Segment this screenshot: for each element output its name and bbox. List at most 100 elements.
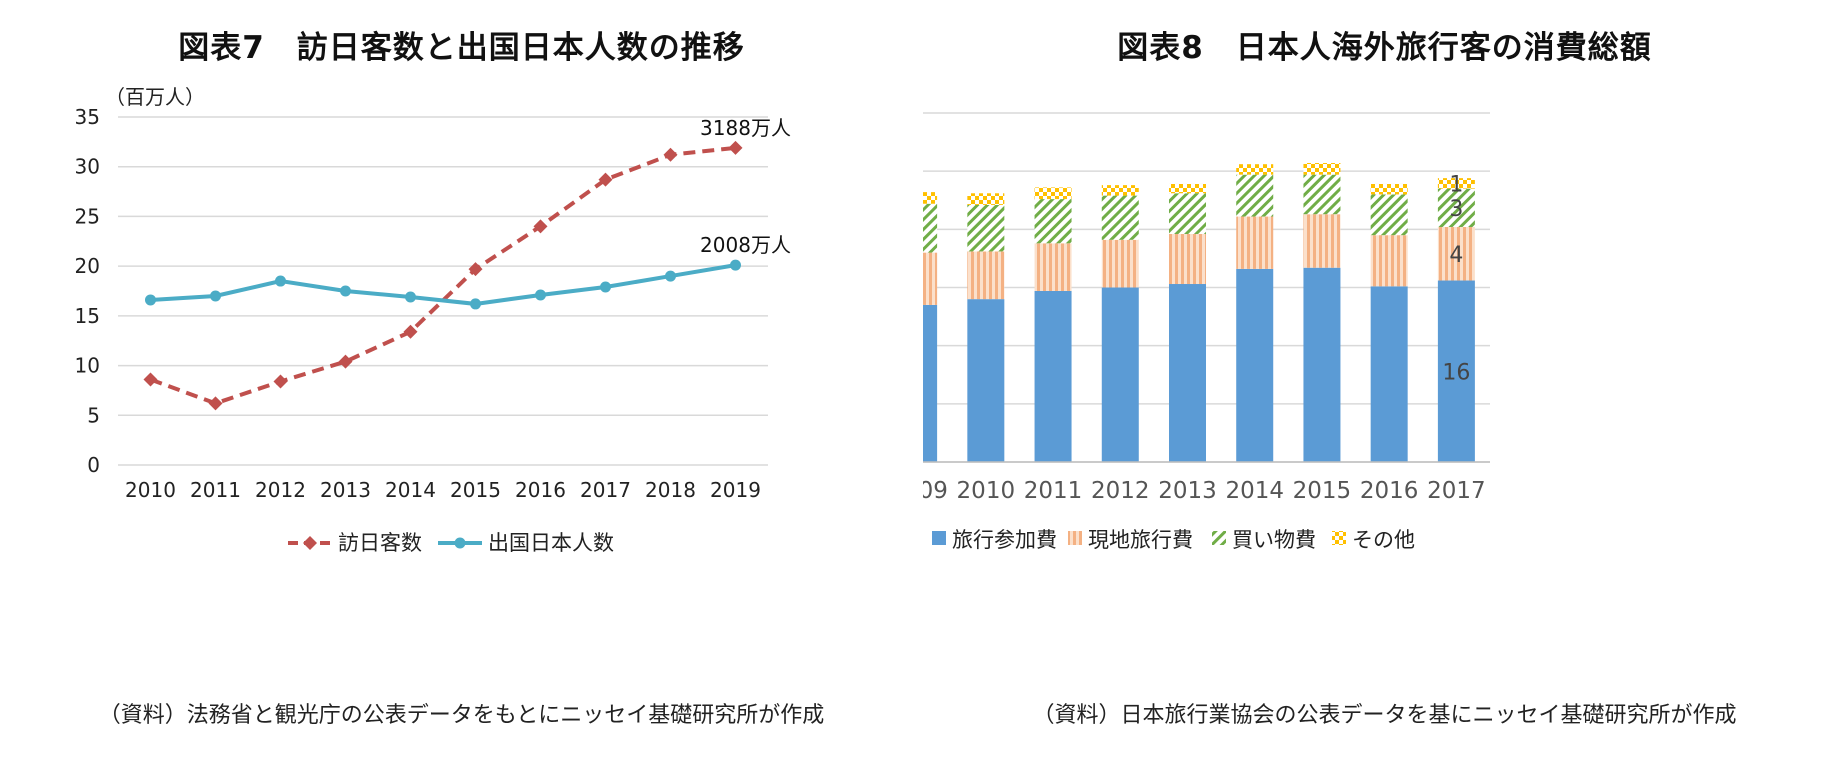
data-label: 4: [1449, 243, 1463, 268]
bar-segment-1: [1034, 290, 1072, 462]
data-point-2: [730, 259, 741, 271]
x-tick-label: 2014: [1225, 478, 1284, 504]
bar-segment-4: [967, 193, 1005, 205]
bar-segment-4: [1236, 164, 1274, 175]
bar-segment-2: [1236, 216, 1274, 269]
bar-segment-1: [1437, 280, 1475, 462]
x-tick-label: 2012: [255, 478, 306, 502]
series-line-1: [149, 145, 736, 406]
bar-segment-1: [1303, 267, 1341, 462]
x-tick-label: 2012: [1091, 478, 1150, 504]
x-tick-label: 2017: [1427, 478, 1486, 504]
x-tick-label: 2010: [957, 478, 1016, 504]
bar-segment-2: [1370, 235, 1408, 287]
y-tick-label: 35: [75, 105, 100, 129]
data-point-1: [598, 172, 613, 187]
bar-segment-2: [1303, 214, 1341, 268]
data-point-2: [340, 285, 351, 297]
data-label: 16: [1442, 360, 1470, 385]
y-tick-label: 0: [87, 453, 100, 477]
bar-segment-4: [1370, 183, 1408, 195]
data-point-1: [208, 396, 223, 411]
x-tick-label: 2016: [515, 478, 566, 502]
bar-segment-2: [1169, 233, 1206, 285]
data-point-2: [210, 290, 221, 302]
bar-segment-3: [1437, 188, 1475, 228]
bar-segment-2: [1034, 243, 1072, 291]
legend-label-2: 出国日本人数: [488, 531, 614, 555]
bar-segment-1: [967, 299, 1005, 462]
data-point-1: [273, 374, 288, 389]
y-axis-unit: （百万人）: [105, 85, 205, 109]
bar-segment-2: [923, 252, 938, 305]
data-point-1: [403, 324, 418, 339]
data-point-2: [535, 289, 546, 301]
data-point-1: [533, 219, 548, 234]
annotation-label: 3188万人: [700, 116, 791, 140]
data-point-1: [728, 140, 743, 155]
data-point-2: [470, 298, 481, 310]
x-tick-label: 2016: [1360, 478, 1419, 504]
data-point-2: [665, 270, 676, 282]
series-line-2: [150, 263, 736, 306]
x-tick-label: 2009: [923, 478, 948, 504]
chart-title-right: 図表8 日本人海外旅行客の消費総額: [1117, 30, 1652, 66]
legend-swatch-4: [1332, 531, 1346, 545]
right-chart-panel: 図表8 日本人海外旅行客の消費総額 051015202530（万円）200920…: [923, 0, 1846, 758]
legend-label-1: 旅行参加費: [952, 528, 1057, 552]
bar-segment-1: [1169, 284, 1206, 462]
x-tick-label: 2019: [710, 478, 761, 502]
x-tick-label: 2011: [190, 478, 241, 502]
bar-segment-1: [923, 304, 938, 462]
bar-segment-3: [1034, 199, 1072, 244]
y-tick-label: 25: [75, 204, 100, 228]
x-tick-label: 2015: [450, 478, 501, 502]
source-note-right: （資料）日本旅行業協会の公表データを基にニッセイ基礎研究所が作成: [1032, 703, 1737, 728]
bar-segment-4: [1101, 185, 1139, 196]
data-point-1: [663, 147, 678, 162]
legend-swatch-3: [1212, 531, 1226, 545]
legend-label-4: その他: [1352, 528, 1415, 552]
bar-segment-1: [1101, 287, 1139, 462]
data-label: 3: [1449, 197, 1463, 222]
x-tick-label: 2015: [1293, 478, 1352, 504]
x-tick-label: 2013: [320, 478, 371, 502]
left-chart-panel: 図表7 訪日客数と出国日本人数の推移 0 5 10 15 20 25 30 35 （百万人） 20…: [75, 30, 825, 728]
bar-segment-3: [1236, 174, 1274, 217]
legend-label-2: 現地旅行費: [1088, 528, 1193, 552]
y-tick-label: 20: [75, 254, 100, 278]
x-tick-label: 2017: [580, 478, 631, 502]
data-label: 1: [1449, 172, 1463, 197]
data-point-1: [143, 372, 158, 387]
bar-segment-3: [1303, 174, 1341, 215]
x-tick-label: 2011: [1024, 478, 1083, 504]
bar-segment-3: [1370, 194, 1408, 236]
bar-segment-2: [1101, 239, 1139, 288]
y-tick-label: 15: [75, 304, 100, 328]
bar-segment-2: [967, 251, 1005, 300]
data-point-2: [145, 294, 156, 306]
stacked-bar-chart: 051015202530（万円）200920102011201220132014…: [923, 112, 1490, 552]
annotation-label: 2008万人: [700, 233, 791, 257]
bar-segment-1: [1370, 286, 1408, 462]
y-tick-label: 5: [87, 403, 100, 427]
x-tick-label: 2010: [125, 478, 176, 502]
y-tick-label: 10: [75, 354, 100, 378]
x-tick-label: 2018: [645, 478, 696, 502]
bar-segment-4: [1169, 183, 1206, 194]
legend-swatch-1: [932, 531, 946, 545]
bar-segment-1: [1236, 268, 1274, 462]
bar-segment-4: [1034, 187, 1072, 200]
line-chart: 0 5 10 15 20 25 30 35（百万人） 2010 2011 2012 2013 2014 2…: [75, 85, 791, 555]
data-point-1: [338, 354, 353, 369]
legend-marker-2: [454, 537, 466, 549]
legend-swatch-2: [1068, 531, 1082, 545]
bar-segment-2: [1437, 227, 1475, 281]
legend-label-1: 訪日客数: [338, 531, 422, 555]
data-point-2: [275, 275, 286, 287]
x-tick-label: 2014: [385, 478, 436, 502]
x-tick-label: 2013: [1158, 478, 1217, 504]
bar-segment-4: [923, 192, 938, 204]
bar-segment-4: [1303, 163, 1341, 175]
data-point-2: [600, 281, 611, 293]
